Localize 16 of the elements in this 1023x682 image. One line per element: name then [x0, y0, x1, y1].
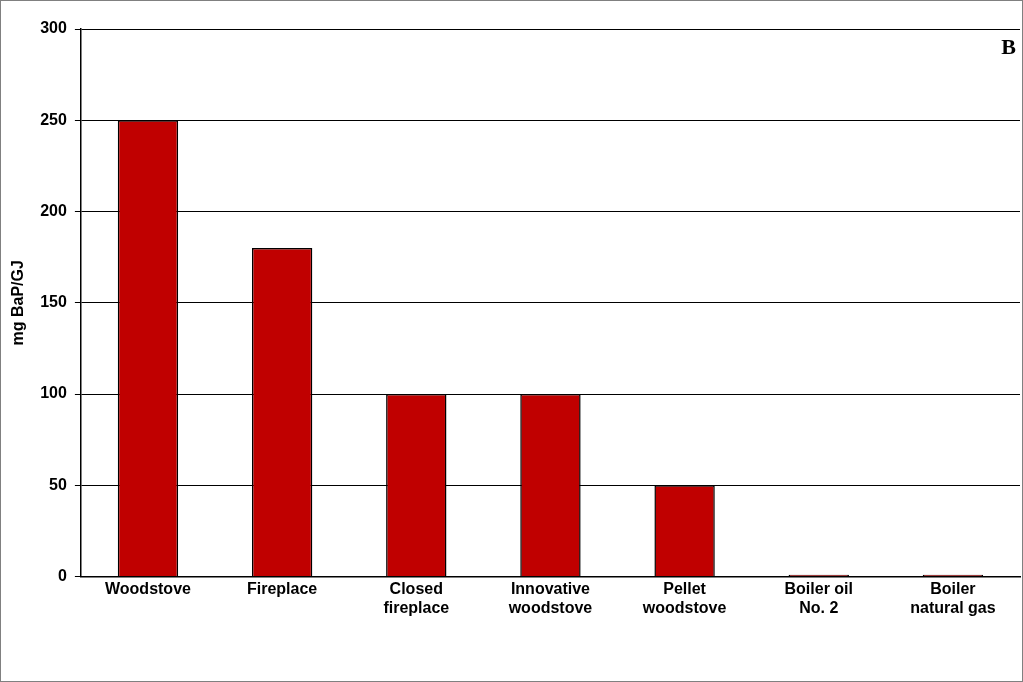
y-tick-label: 0 — [57, 567, 67, 585]
annotation: B — [1001, 33, 1017, 59]
x-tick-label: Pellet woodstove — [641, 579, 727, 616]
y-tick-label: 150 — [40, 293, 67, 311]
y-tick-label: 300 — [40, 19, 67, 37]
y-axis-title: mg BaP/GJ — [9, 260, 27, 346]
x-tick-label: Boiler natural gas — [910, 579, 996, 616]
x-tick-label: Fireplace — [247, 579, 318, 597]
y-tick-label: 250 — [40, 110, 67, 128]
y-tick-label: 50 — [49, 475, 67, 493]
y-tick-label: 200 — [40, 201, 67, 219]
x-tick-label: Boiler oil No. 2 — [784, 579, 853, 616]
x-tick-label: Innovative woodstove — [507, 579, 593, 616]
x-tick-label: Woodstove — [105, 579, 192, 597]
y-tick-label: 100 — [40, 384, 67, 402]
x-tick-label: Closed fireplace — [383, 579, 450, 616]
